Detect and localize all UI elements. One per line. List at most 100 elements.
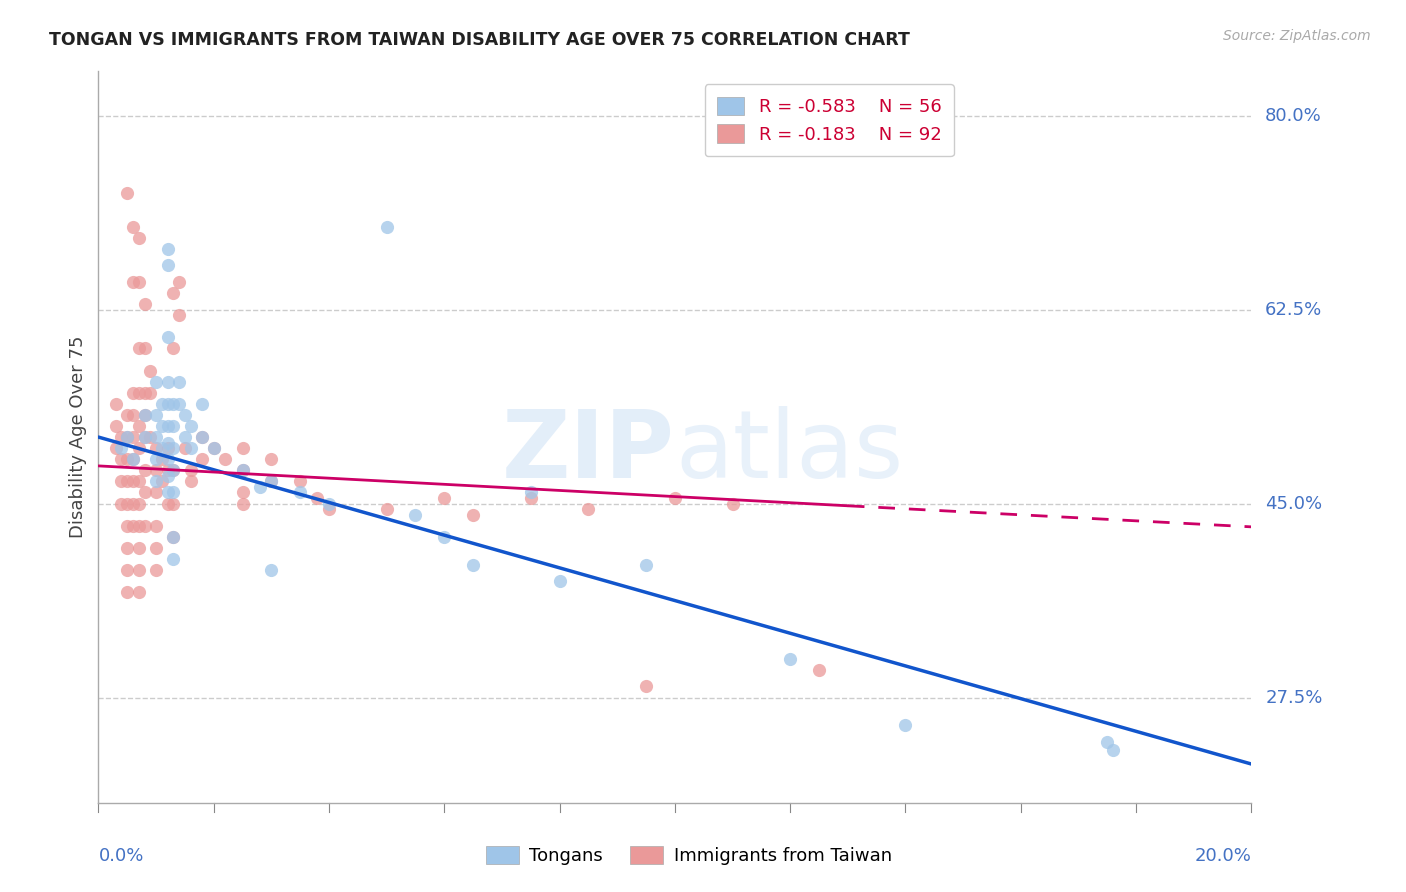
- Point: [520, 491, 543, 505]
- Point: [104, 419, 127, 434]
- Point: [162, 397, 184, 411]
- Point: [779, 651, 801, 665]
- Point: [156, 468, 179, 483]
- Point: [174, 441, 197, 455]
- Point: [150, 475, 173, 489]
- Point: [139, 385, 162, 400]
- Text: Source: ZipAtlas.com: Source: ZipAtlas.com: [1223, 29, 1371, 43]
- Point: [110, 441, 132, 455]
- Point: [318, 497, 340, 511]
- Point: [128, 585, 150, 599]
- Point: [134, 485, 156, 500]
- Point: [167, 275, 190, 289]
- Point: [128, 342, 150, 356]
- Point: [156, 485, 179, 500]
- Point: [156, 258, 179, 272]
- Point: [162, 530, 184, 544]
- Point: [375, 502, 398, 516]
- Point: [117, 452, 138, 467]
- Point: [231, 463, 254, 477]
- Point: [156, 497, 179, 511]
- Point: [145, 563, 167, 577]
- Point: [156, 463, 179, 477]
- Point: [110, 430, 132, 444]
- Y-axis label: Disability Age Over 75: Disability Age Over 75: [69, 335, 87, 539]
- Point: [405, 508, 427, 522]
- Point: [162, 463, 184, 477]
- Point: [1097, 735, 1119, 749]
- Text: 62.5%: 62.5%: [1265, 301, 1323, 318]
- Point: [110, 475, 132, 489]
- Point: [180, 419, 202, 434]
- Point: [290, 475, 312, 489]
- Point: [117, 408, 138, 422]
- Point: [191, 430, 214, 444]
- Point: [128, 419, 150, 434]
- Point: [117, 475, 138, 489]
- Point: [636, 558, 658, 572]
- Point: [721, 497, 744, 511]
- Point: [664, 491, 686, 505]
- Point: [156, 375, 179, 389]
- Point: [122, 497, 145, 511]
- Point: [117, 585, 138, 599]
- Point: [520, 485, 543, 500]
- Point: [191, 430, 214, 444]
- Point: [145, 430, 167, 444]
- Point: [1102, 742, 1125, 756]
- Point: [433, 491, 456, 505]
- Point: [128, 275, 150, 289]
- Point: [174, 430, 197, 444]
- Point: [156, 397, 179, 411]
- Point: [134, 297, 156, 311]
- Point: [110, 497, 132, 511]
- Point: [117, 518, 138, 533]
- Point: [145, 541, 167, 555]
- Point: [162, 485, 184, 500]
- Point: [167, 308, 190, 322]
- Point: [162, 419, 184, 434]
- Point: [122, 452, 145, 467]
- Point: [636, 680, 658, 694]
- Text: atlas: atlas: [675, 406, 903, 498]
- Point: [162, 530, 184, 544]
- Point: [134, 518, 156, 533]
- Point: [139, 363, 162, 377]
- Point: [167, 397, 190, 411]
- Point: [134, 342, 156, 356]
- Point: [260, 563, 283, 577]
- Point: [156, 452, 179, 467]
- Point: [145, 518, 167, 533]
- Point: [156, 441, 179, 455]
- Point: [180, 475, 202, 489]
- Point: [231, 463, 254, 477]
- Point: [249, 480, 271, 494]
- Point: [260, 452, 283, 467]
- Text: 20.0%: 20.0%: [1195, 847, 1251, 865]
- Text: 0.0%: 0.0%: [98, 847, 143, 865]
- Point: [117, 563, 138, 577]
- Point: [307, 491, 329, 505]
- Point: [145, 452, 167, 467]
- Point: [548, 574, 571, 589]
- Point: [117, 541, 138, 555]
- Text: TONGAN VS IMMIGRANTS FROM TAIWAN DISABILITY AGE OVER 75 CORRELATION CHART: TONGAN VS IMMIGRANTS FROM TAIWAN DISABIL…: [49, 31, 910, 49]
- Point: [139, 430, 162, 444]
- Point: [117, 430, 138, 444]
- Point: [162, 342, 184, 356]
- Point: [145, 475, 167, 489]
- Legend: R = -0.583    N = 56, R = -0.183    N = 92: R = -0.583 N = 56, R = -0.183 N = 92: [704, 84, 955, 156]
- Point: [231, 485, 254, 500]
- Point: [134, 385, 156, 400]
- Point: [150, 452, 173, 467]
- Point: [156, 419, 179, 434]
- Point: [260, 475, 283, 489]
- Point: [162, 552, 184, 566]
- Point: [117, 497, 138, 511]
- Point: [145, 485, 167, 500]
- Point: [156, 330, 179, 344]
- Point: [122, 219, 145, 234]
- Point: [162, 285, 184, 300]
- Point: [150, 397, 173, 411]
- Point: [145, 375, 167, 389]
